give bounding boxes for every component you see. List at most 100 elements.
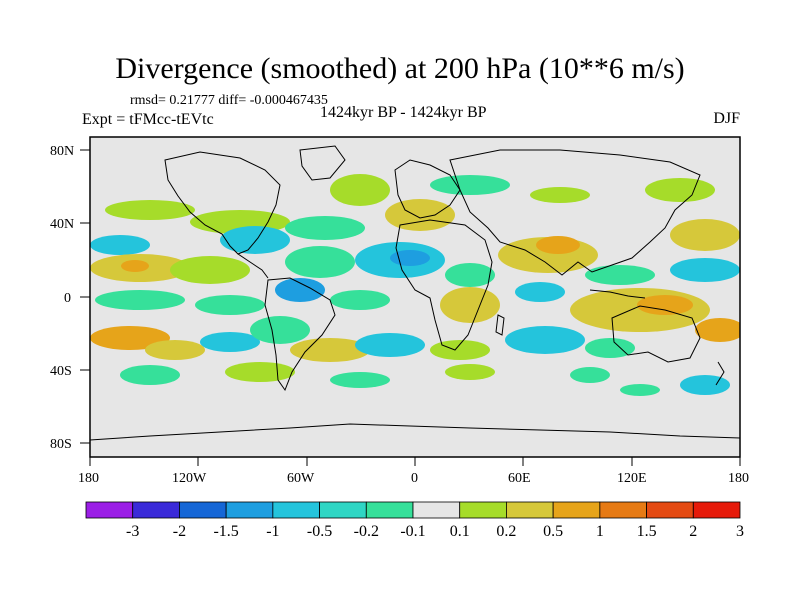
field-patch [330, 290, 390, 310]
y-tick-label: 40S [50, 364, 72, 379]
coast-south-america [264, 277, 336, 392]
field-patch [385, 199, 455, 231]
y-tick-label: 80N [50, 144, 74, 159]
period-label: 1424kyr BP - 1424kyr BP [320, 104, 487, 121]
colorbar-label: 1 [596, 523, 604, 540]
field-patch [95, 290, 185, 310]
colorbar-label: 1.5 [637, 523, 657, 540]
coast-asia [449, 149, 701, 276]
field-patch [645, 178, 715, 202]
colorbar-swatch [319, 501, 367, 519]
field-patch [90, 235, 150, 255]
field-patch [355, 333, 425, 357]
coast-africa [395, 219, 493, 351]
field-patch [585, 265, 655, 285]
colorbar-label: 0.1 [450, 523, 470, 540]
colorbar-label: 3 [736, 523, 744, 540]
field-patch [680, 375, 730, 395]
colorbar-label: 2 [689, 523, 697, 540]
colorbar-label: -1.5 [213, 523, 238, 540]
colorbar-swatch [132, 501, 180, 519]
coast-north-america [164, 151, 281, 255]
field-patch [290, 338, 370, 362]
field-patch [530, 187, 590, 203]
page-title: Divergence (smoothed) at 200 hPa (10**6 … [115, 52, 685, 85]
field-patch [670, 258, 740, 282]
field-patch [250, 316, 310, 344]
colorbar-swatch [179, 501, 227, 519]
field-patch [195, 295, 265, 315]
coast-new-zealand [715, 361, 725, 386]
stats-text: rmsd= 0.21777 diff= -0.000467435 [130, 93, 328, 108]
field-patch [445, 364, 495, 380]
coast-europe [394, 159, 461, 219]
colorbar-swatch [85, 501, 134, 519]
x-axis: 180 120W 60W 0 60E 120E 180 [78, 457, 749, 486]
season-label: DJF [713, 110, 740, 127]
coast-greenland [299, 145, 346, 181]
field-patch [670, 219, 740, 251]
x-tick-label: 0 [411, 471, 418, 486]
colorbar-swatch [692, 501, 741, 519]
field-patch [515, 282, 565, 302]
colorbar: -3 -2 -1.5 -1 -0.5 -0.2 -0.1 0.1 0.2 0.5 1 1.5 2 3 [85, 501, 744, 540]
x-tick-label: 120E [617, 471, 647, 486]
coast-madagascar [495, 314, 505, 336]
x-tick-label: 180 [728, 471, 749, 486]
colorbar-label: -0.1 [400, 523, 425, 540]
coast-indonesia [589, 289, 646, 299]
colorbar-swatch [506, 501, 554, 519]
field-patch [170, 256, 250, 284]
colorbar-label: -3 [126, 523, 139, 540]
field-patch [570, 367, 610, 383]
field-patch [390, 250, 430, 266]
field-patch [330, 174, 390, 206]
field-patch [121, 260, 149, 272]
field-patch [90, 326, 170, 350]
field-patch [505, 326, 585, 354]
field-patch [585, 338, 635, 358]
field-patch [695, 318, 740, 342]
x-tick-label: 120W [172, 471, 207, 486]
field-patch [430, 175, 510, 195]
coast-australia [611, 305, 701, 363]
field-patch [430, 340, 490, 360]
x-tick-label: 180 [78, 471, 99, 486]
colorbar-label: -2 [173, 523, 186, 540]
y-axis: 80N 40N 0 40S 80S [50, 144, 90, 452]
field-patch [536, 236, 580, 254]
experiment-label: Expt = tFMcc-tEVtc [82, 111, 214, 128]
coastlines [90, 145, 740, 441]
coast-central-america [237, 253, 269, 279]
field-patch [145, 340, 205, 360]
colorbar-swatch [552, 501, 601, 519]
coast-antarctica [90, 423, 740, 441]
field-patch [275, 278, 325, 302]
colorbar-swatch [459, 501, 507, 519]
field-patch [105, 200, 195, 220]
field-patch [200, 332, 260, 352]
colorbar-swatch [412, 501, 461, 519]
x-tick-label: 60E [508, 471, 531, 486]
colorbar-label: 0.5 [543, 523, 563, 540]
y-tick-label: 40N [50, 217, 74, 232]
colorbar-swatch [272, 501, 320, 519]
field-patch [285, 216, 365, 240]
field-patch [445, 263, 495, 287]
colorbar-label: 0.2 [496, 523, 516, 540]
field-patch [225, 362, 295, 382]
field-patch [637, 295, 693, 315]
colorbar-label: -0.5 [307, 523, 332, 540]
field-patch [620, 384, 660, 396]
field-patch [330, 372, 390, 388]
colorbar-label: -0.2 [354, 523, 379, 540]
colorbar-swatch [365, 501, 414, 519]
colorbar-swatch [225, 501, 274, 519]
colorbar-swatch [646, 501, 694, 519]
field-patch [285, 246, 355, 278]
divergence-field [90, 137, 740, 457]
x-tick-label: 60W [287, 471, 315, 486]
field-patch [120, 365, 180, 385]
field-patch [440, 287, 500, 323]
